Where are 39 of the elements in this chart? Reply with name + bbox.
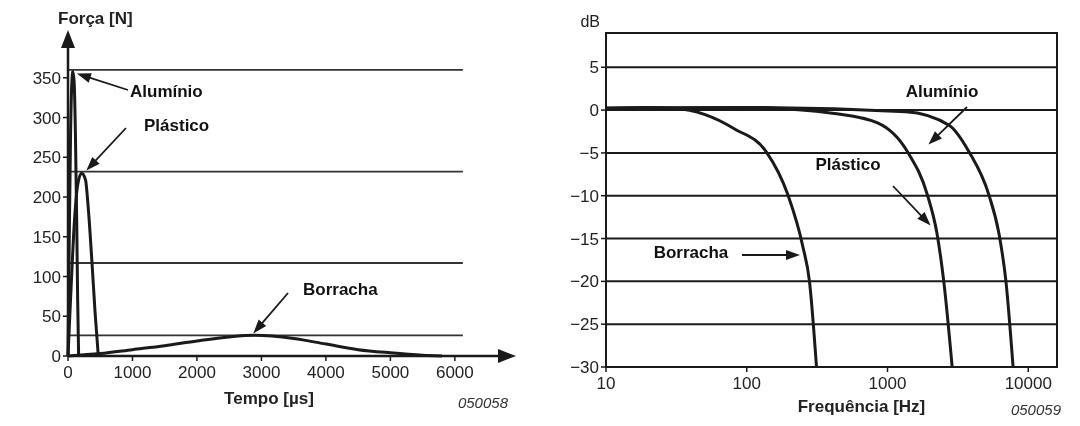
x-tick-label: 6000 <box>435 363 474 382</box>
y-tick-label: 0 <box>589 101 599 121</box>
annotation: Borracha <box>653 243 729 262</box>
x-axis-title: Frequência [Hz] <box>797 397 926 416</box>
y-tick-label: 250 <box>32 148 61 168</box>
y-tick-label: −30 <box>570 358 599 377</box>
annotation: Borracha <box>303 280 379 299</box>
text: 050059 <box>1010 401 1062 418</box>
x-tick-label: 5000 <box>371 363 410 382</box>
annotation: Plástico <box>144 116 210 135</box>
y-tick-label: −20 <box>570 272 599 292</box>
x-tick-label: 4000 <box>307 363 345 382</box>
y-tick-label: 0 <box>51 347 61 366</box>
y-tick-label: 200 <box>32 188 61 208</box>
annotation: Plástico <box>815 155 881 174</box>
x-tick-label: 3000 <box>242 363 281 382</box>
x-tick-label: 10 <box>596 374 616 393</box>
x-tick-label: 100 <box>732 374 761 393</box>
y-tick-label: 150 <box>32 227 61 247</box>
y-tick-label: −5 <box>579 143 599 163</box>
x-tick-label: 1000 <box>868 374 907 393</box>
y-tick-label: 300 <box>32 108 61 128</box>
y-tick-label: 100 <box>32 267 61 287</box>
y-tick-label: −10 <box>570 186 599 206</box>
y-tick-label: 50 <box>42 307 61 327</box>
y-tick-label: 5 <box>589 58 599 78</box>
x-tick-label: 10000 <box>1004 374 1052 393</box>
text: 050058 <box>457 394 509 411</box>
y-axis-title: dB <box>580 13 600 30</box>
annotation: Alumínio <box>130 82 203 101</box>
y-tick-label: −25 <box>570 315 599 335</box>
x-tick-label: 2000 <box>178 363 216 382</box>
annotation: Alumínio <box>905 82 979 101</box>
x-tick-label: 1000 <box>113 363 152 382</box>
x-tick-label: 0 <box>63 363 73 382</box>
y-tick-label: 350 <box>32 68 61 88</box>
y-tick-label: −15 <box>570 229 599 249</box>
y-axis-title: Força [N] <box>58 9 133 28</box>
x-axis-title: Tempo [µs] <box>224 389 314 408</box>
